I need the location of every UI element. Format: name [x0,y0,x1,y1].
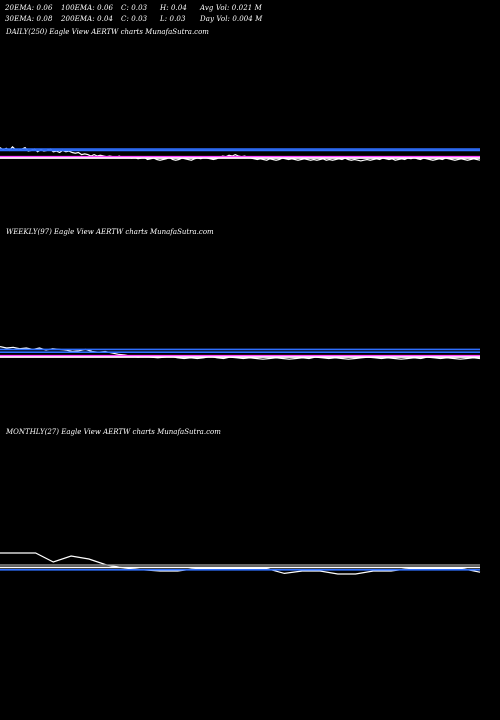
header-100ema: 100EMA: 0.06 [61,4,114,12]
monthly-panel-label: MONTHLY(27) Eagle View AERTW charts Muna… [6,428,221,436]
header-close: C: 0.03 [121,4,148,12]
header-30ema: 30EMA: 0.08 [5,15,53,23]
monthly-price-line [0,552,481,575]
header-20ema: 20EMA: 0.06 [5,4,53,12]
weekly-panel-label: WEEKLY(97) Eagle View AERTW charts Munaf… [6,228,214,236]
header-low: L: 0.03 [160,15,186,23]
header-high: H: 0.04 [160,4,187,12]
header-close-2: C: 0.03 [121,15,148,23]
weekly-price-line [0,346,481,360]
header-day-vol: Day Vol: 0.004 M [200,15,263,23]
header-200ema: 200EMA: 0.04 [61,15,114,23]
daily-panel-label: DAILY(250) Eagle View AERTW charts Munaf… [6,28,209,36]
header-avg-vol: Avg Vol: 0.021 M [200,4,262,12]
